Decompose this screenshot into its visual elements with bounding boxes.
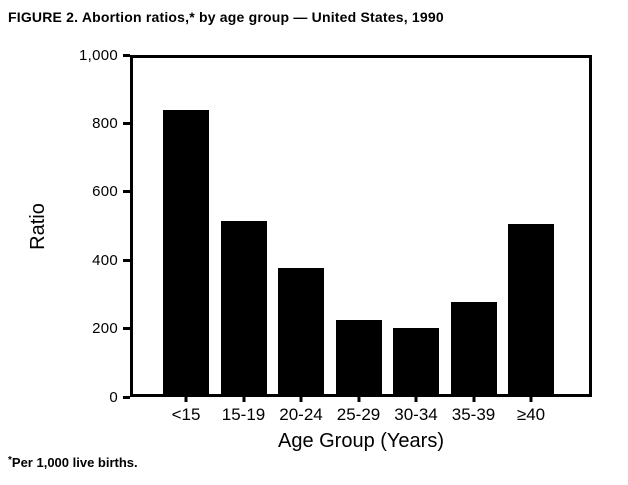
y-axis: 0 200 400 600 800 1,000 bbox=[0, 47, 130, 406]
plot-area bbox=[130, 55, 592, 397]
x-tick-mark bbox=[357, 397, 360, 402]
x-tick-slot: 35-39 bbox=[451, 397, 497, 429]
figure-title: FIGURE 2. Abortion ratios,* by age group… bbox=[8, 9, 444, 25]
y-tick-mark bbox=[123, 327, 130, 331]
footnote: *Per 1,000 live births. bbox=[8, 455, 138, 470]
chart-bar bbox=[450, 301, 497, 394]
x-tick-slot: 30-34 bbox=[393, 397, 439, 429]
x-tick-mark bbox=[529, 397, 533, 402]
x-axis: <15 15-19 20-24 25-29 30-34 35-39 ≥40 bbox=[130, 397, 592, 429]
footnote-text: Per 1,000 live births. bbox=[11, 455, 138, 470]
chart-bar bbox=[335, 320, 382, 394]
chart-bar bbox=[508, 224, 554, 394]
footnote-marker: * bbox=[8, 455, 12, 466]
y-tick: 600 bbox=[92, 182, 130, 202]
x-tick-mark bbox=[242, 397, 245, 402]
y-tick-mark bbox=[123, 395, 130, 399]
y-tick-label: 800 bbox=[92, 114, 118, 132]
x-tick-label: 30-34 bbox=[394, 405, 438, 424]
x-tick-slot: 15-19 bbox=[221, 397, 267, 429]
chart-bar bbox=[393, 328, 439, 394]
x-axis-title: Age Group (Years) bbox=[277, 430, 444, 452]
x-tick-label: 15-19 bbox=[221, 405, 266, 424]
y-tick: 200 bbox=[92, 319, 130, 339]
x-tick-slot: 25-29 bbox=[336, 397, 382, 429]
y-tick: 0 bbox=[109, 387, 130, 407]
x-tick-slot: <15 bbox=[163, 397, 209, 429]
y-tick-mark bbox=[123, 190, 130, 194]
x-tick-slot: 20-24 bbox=[278, 397, 324, 429]
x-tick-label: <15 bbox=[171, 405, 201, 424]
y-tick-label: 1,000 bbox=[78, 46, 118, 64]
x-tick-label: ≥40 bbox=[516, 405, 546, 424]
x-tick-mark bbox=[414, 397, 418, 402]
x-tick-mark bbox=[184, 397, 188, 402]
y-tick: 800 bbox=[92, 113, 130, 133]
y-tick-label: 0 bbox=[109, 388, 118, 406]
chart-bar bbox=[220, 220, 267, 394]
y-tick: 1,000 bbox=[79, 45, 130, 65]
chart-bar bbox=[163, 110, 209, 394]
y-tick-label: 400 bbox=[92, 251, 118, 269]
y-tick-mark bbox=[123, 258, 130, 262]
y-tick-label: 600 bbox=[92, 183, 118, 201]
x-tick-mark bbox=[472, 397, 475, 402]
x-tick-mark bbox=[299, 397, 303, 402]
x-tick-label: 20-24 bbox=[279, 405, 323, 424]
y-tick-mark bbox=[123, 121, 130, 125]
y-tick-label: 200 bbox=[92, 320, 118, 338]
x-tick-label: 25-29 bbox=[336, 405, 381, 424]
x-tick-label: 35-39 bbox=[451, 405, 496, 424]
chart-bar bbox=[278, 268, 324, 394]
x-tick-slot: ≥40 bbox=[508, 397, 554, 429]
y-tick-mark bbox=[123, 53, 130, 57]
y-tick: 400 bbox=[92, 250, 130, 270]
